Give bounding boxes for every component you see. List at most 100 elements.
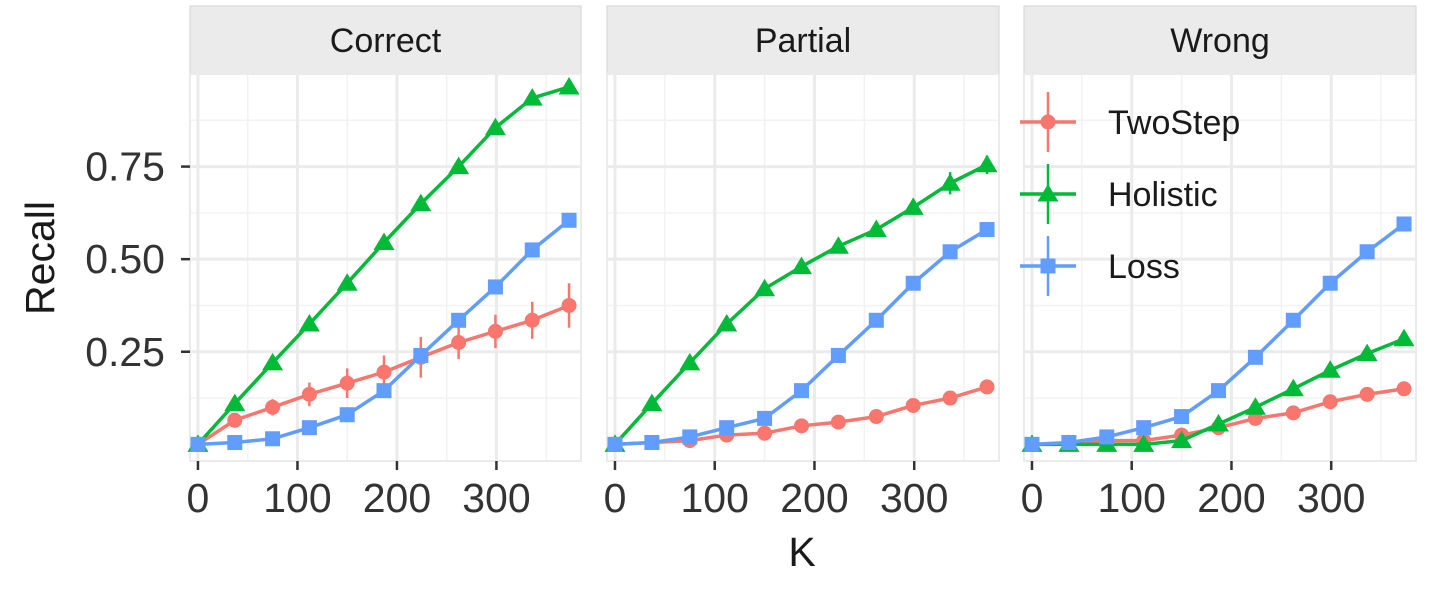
data-point xyxy=(487,323,503,339)
data-point xyxy=(757,425,773,441)
legend-item-twostep: TwoStep xyxy=(1020,92,1240,152)
panels: Correct 0 100 200 300 Partial 0 100 200 300 Wrong 0… xyxy=(187,5,1417,521)
data-point xyxy=(1359,244,1375,260)
data-point xyxy=(301,386,317,402)
x-tick-label: 300 xyxy=(1297,475,1365,521)
data-point xyxy=(339,375,355,391)
legend-label: TwoStep xyxy=(1108,104,1240,142)
x-tick-label: 0 xyxy=(187,475,210,521)
data-point xyxy=(487,279,503,295)
data-point xyxy=(298,313,320,332)
legend: TwoStep Holistic Loss xyxy=(1020,92,1240,296)
data-point xyxy=(939,173,961,191)
x-axis: 0 100 200 300 xyxy=(187,461,531,521)
data-point xyxy=(1396,381,1412,397)
data-point xyxy=(410,193,432,212)
x-tick-label: 0 xyxy=(1021,475,1044,521)
facet-title: Partial xyxy=(755,22,851,60)
data-point xyxy=(979,222,995,238)
data-point xyxy=(794,383,810,399)
data-point xyxy=(524,312,540,328)
data-point xyxy=(1171,430,1193,449)
y-tick-label: 0.75 xyxy=(85,144,165,190)
legend-item-holistic: Holistic xyxy=(1020,164,1218,224)
data-point xyxy=(413,347,429,363)
data-point xyxy=(1359,386,1375,402)
data-point xyxy=(679,352,701,371)
data-point xyxy=(227,434,243,450)
gridlines xyxy=(607,74,999,461)
data-point xyxy=(827,236,849,254)
data-point xyxy=(376,364,392,380)
data-point xyxy=(830,347,846,363)
panel-wrong: Wrong 0 100 200 300 xyxy=(1021,5,1417,521)
series-loss xyxy=(607,222,995,452)
y-tick-label: 0.25 xyxy=(85,329,165,375)
data-point xyxy=(1136,420,1152,436)
data-point xyxy=(976,154,998,173)
x-tick-label: 200 xyxy=(1197,475,1265,521)
y-tick-label: 0.50 xyxy=(85,236,165,282)
data-point xyxy=(451,334,467,350)
legend-label: Holistic xyxy=(1108,176,1218,214)
data-point xyxy=(682,429,698,445)
data-point xyxy=(1319,360,1341,378)
series-loss xyxy=(1024,216,1412,452)
data-point xyxy=(1247,349,1263,365)
data-point xyxy=(905,275,921,291)
data-point xyxy=(521,88,543,106)
gridlines xyxy=(190,74,581,461)
data-point xyxy=(1282,378,1304,397)
facet-strip xyxy=(606,5,1000,75)
data-point xyxy=(979,379,995,395)
data-point xyxy=(336,273,358,291)
data-point xyxy=(830,414,846,430)
data-point xyxy=(190,436,206,452)
data-point xyxy=(644,434,660,450)
data-point xyxy=(607,436,623,452)
y-axis-title: Recall xyxy=(17,201,63,315)
legend-marker xyxy=(1040,258,1056,274)
x-tick-label: 100 xyxy=(1098,475,1166,521)
plot-background xyxy=(190,74,581,461)
x-tick-label: 100 xyxy=(681,475,749,521)
data-point xyxy=(942,390,958,406)
legend-label: Loss xyxy=(1108,248,1180,286)
x-tick-label: 200 xyxy=(363,475,431,521)
data-point xyxy=(942,244,958,260)
panel-correct: Correct 0 100 200 300 xyxy=(187,5,582,521)
x-tick-label: 300 xyxy=(462,475,530,521)
data-point xyxy=(265,399,281,415)
data-point xyxy=(376,383,392,399)
data-point xyxy=(1396,216,1412,232)
data-point xyxy=(373,232,395,251)
data-point xyxy=(1024,436,1040,452)
data-point xyxy=(561,212,577,228)
legend-item-loss: Loss xyxy=(1020,236,1180,296)
panel-partial: Partial 0 100 200 300 xyxy=(604,5,1000,521)
series-holistic xyxy=(187,76,580,452)
data-point xyxy=(905,397,921,413)
data-point xyxy=(1356,343,1378,362)
data-point xyxy=(339,407,355,423)
data-point xyxy=(484,117,506,136)
facet-strip xyxy=(189,5,582,75)
data-point xyxy=(524,242,540,258)
data-point xyxy=(757,410,773,426)
data-point xyxy=(1322,275,1338,291)
legend-marker xyxy=(1037,184,1059,202)
data-point xyxy=(1099,429,1115,445)
data-point xyxy=(1285,405,1301,421)
facet-title: Correct xyxy=(330,22,442,60)
y-axis: 0.25 0.50 0.75 xyxy=(85,144,190,375)
data-point xyxy=(1174,409,1190,425)
data-point xyxy=(868,312,884,328)
data-point xyxy=(448,156,470,175)
data-point xyxy=(1393,328,1415,347)
data-point xyxy=(791,256,813,275)
series-holistic xyxy=(604,154,998,452)
data-point xyxy=(641,393,663,412)
data-point xyxy=(1061,434,1077,450)
data-point xyxy=(1208,413,1230,432)
